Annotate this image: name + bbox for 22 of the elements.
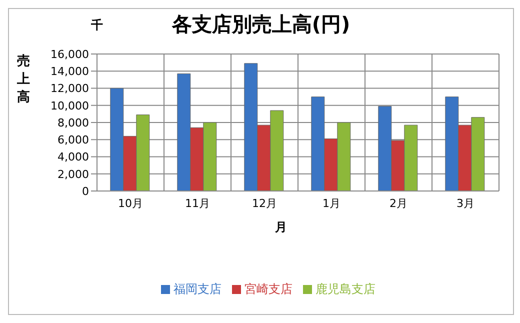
y-axis-title: 売上高 <box>17 53 31 107</box>
y-tick-label: 2,000 <box>58 168 89 181</box>
y-tick-label: 14,000 <box>50 65 89 78</box>
y-tick-label: 4,000 <box>58 150 89 164</box>
unit-note: 千 <box>91 17 103 34</box>
x-tick-label: 11月 <box>185 196 210 210</box>
y-tick-label: 8,000 <box>58 116 89 130</box>
y-tick-label: 6,000 <box>58 134 89 147</box>
y-tick-label: 0 <box>82 184 89 198</box>
y-tick-label: 12,000 <box>50 82 89 96</box>
y-tick-label: 16,000 <box>50 48 89 61</box>
y-tick-label: 10,000 <box>50 99 89 112</box>
chart-title: 各支店別売上高(円) <box>172 12 350 36</box>
x-tick-label: 10月 <box>118 196 143 210</box>
x-tick-label: 12月 <box>252 196 277 210</box>
x-tick-label: 2月 <box>390 196 408 210</box>
x-axis-title: 月 <box>274 219 288 236</box>
legend-label: 福岡支店 <box>174 282 222 296</box>
x-tick-label: 3月 <box>456 196 474 210</box>
legend-label: 宮崎支店 <box>244 282 292 296</box>
legend-label: 鹿児島支店 <box>316 282 376 296</box>
x-tick-label: 1月 <box>322 196 340 210</box>
